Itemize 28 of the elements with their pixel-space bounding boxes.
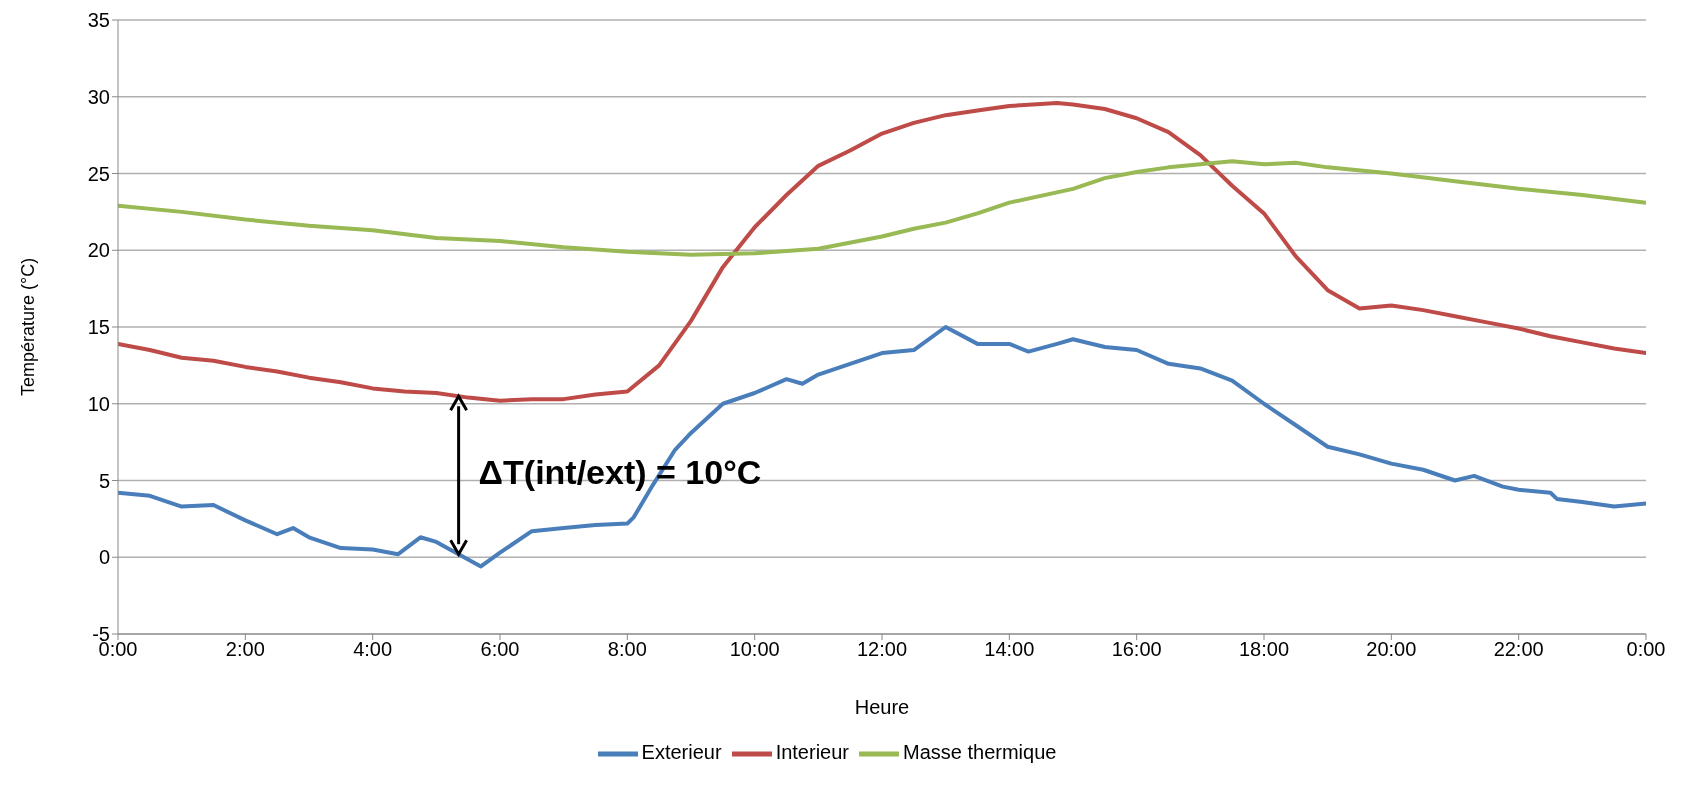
line-series [118, 159, 1646, 257]
x-tick-label: 2:00 [225, 638, 265, 661]
x-tick-label: 4:00 [353, 638, 393, 661]
x-tick-label: 10:00 [729, 638, 780, 661]
y-tick-label: 25 [87, 162, 110, 185]
x-tick-label: 20:00 [1366, 638, 1417, 661]
x-tick-label: 8:00 [607, 638, 647, 661]
x-tick-label: 6:00 [480, 638, 520, 661]
x-tick-label: 14:00 [984, 638, 1035, 661]
legend-label: Interieur [775, 741, 849, 764]
x-tick-label: 22:00 [1493, 638, 1544, 661]
legend-label: Exterieur [641, 741, 722, 764]
x-axis-title: Heure [854, 696, 910, 718]
x-tick-label: 16:00 [1111, 638, 1162, 661]
line-series [118, 100, 1646, 403]
x-tick-label: 0:00 [1626, 638, 1666, 661]
y-tick-label: 15 [87, 316, 110, 339]
y-axis-title: Température (°C) [18, 257, 39, 397]
y-tick-label: 10 [87, 392, 110, 415]
line-series [118, 325, 1646, 569]
y-tick-label: 0 [98, 546, 110, 569]
x-tick-label: 12:00 [856, 638, 908, 661]
y-tick-label: 20 [87, 239, 110, 262]
x-tick-label: 18:00 [1238, 638, 1290, 661]
legend-label: Masse thermique [903, 741, 1057, 764]
y-tick-label: 5 [98, 469, 110, 492]
y-tick-label: 35 [87, 9, 110, 32]
y-tick-label: 30 [87, 85, 110, 108]
